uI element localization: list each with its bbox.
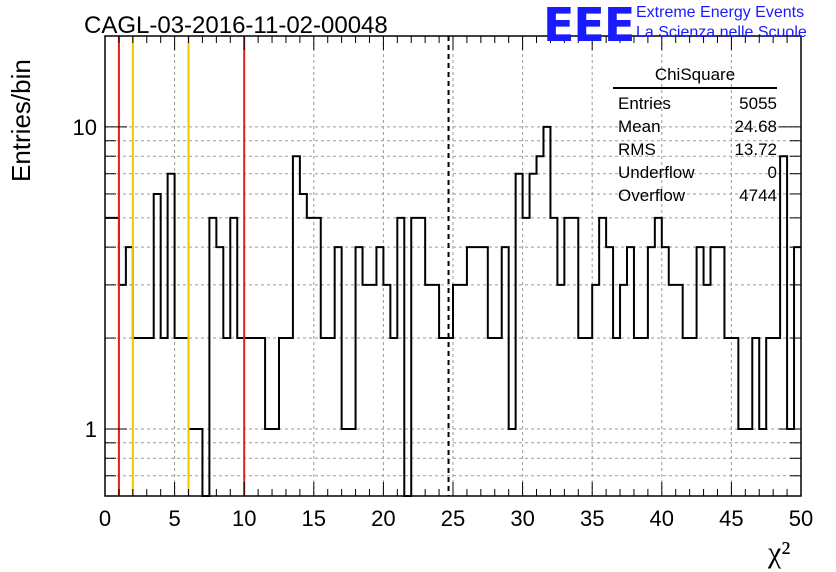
chart-title: CAGL-03-2016-11-02-00048 <box>84 12 388 39</box>
stats-value: 13.72 <box>734 140 777 159</box>
stats-value: 24.68 <box>734 117 777 136</box>
x-tick-label: 50 <box>789 506 813 531</box>
stats-box: ChiSquare Entries 5055 Mean 24.68 RMS 13… <box>613 65 777 207</box>
stats-row-overflow: Overflow 4744 <box>613 184 777 207</box>
eee-logo: EEE <box>543 0 635 52</box>
x-tick-label: 5 <box>168 506 180 531</box>
x-tick-label: 35 <box>580 506 604 531</box>
x-tick-label: 15 <box>302 506 326 531</box>
y-tick-label: 1 <box>85 417 97 442</box>
stats-value: 0 <box>767 163 777 182</box>
stats-value: 4744 <box>739 186 777 205</box>
stats-label: Underflow <box>618 163 695 182</box>
stats-row-mean: Mean 24.68 <box>613 115 777 138</box>
logo-line-1: Extreme Energy Events <box>636 4 805 21</box>
stats-row-entries: Entries 5055 <box>613 92 777 115</box>
x-tick-label: 25 <box>441 506 465 531</box>
x-tick-label: 0 <box>99 506 111 531</box>
x-tick-label: 45 <box>719 506 743 531</box>
stats-row-underflow: Underflow 0 <box>613 161 777 184</box>
stats-label: Entries <box>618 94 671 113</box>
x-tick-label: 20 <box>371 506 395 531</box>
stats-value: 5055 <box>739 94 777 113</box>
x-axis-label: χ² <box>768 536 791 569</box>
logo-line-2: La Scienza nelle Scuole <box>636 24 807 41</box>
x-tick-label: 40 <box>650 506 674 531</box>
y-tick-label: 10 <box>73 115 97 140</box>
x-tick-label: 10 <box>232 506 256 531</box>
x-tick-label: 30 <box>510 506 534 531</box>
stats-label: Overflow <box>618 186 686 205</box>
y-axis-label: Entries/bin <box>6 59 36 182</box>
stats-label: Mean <box>618 117 661 136</box>
stats-title: ChiSquare <box>613 65 777 89</box>
histogram-series <box>105 125 801 497</box>
stats-label: RMS <box>618 140 656 159</box>
stats-row-rms: RMS 13.72 <box>613 138 777 161</box>
